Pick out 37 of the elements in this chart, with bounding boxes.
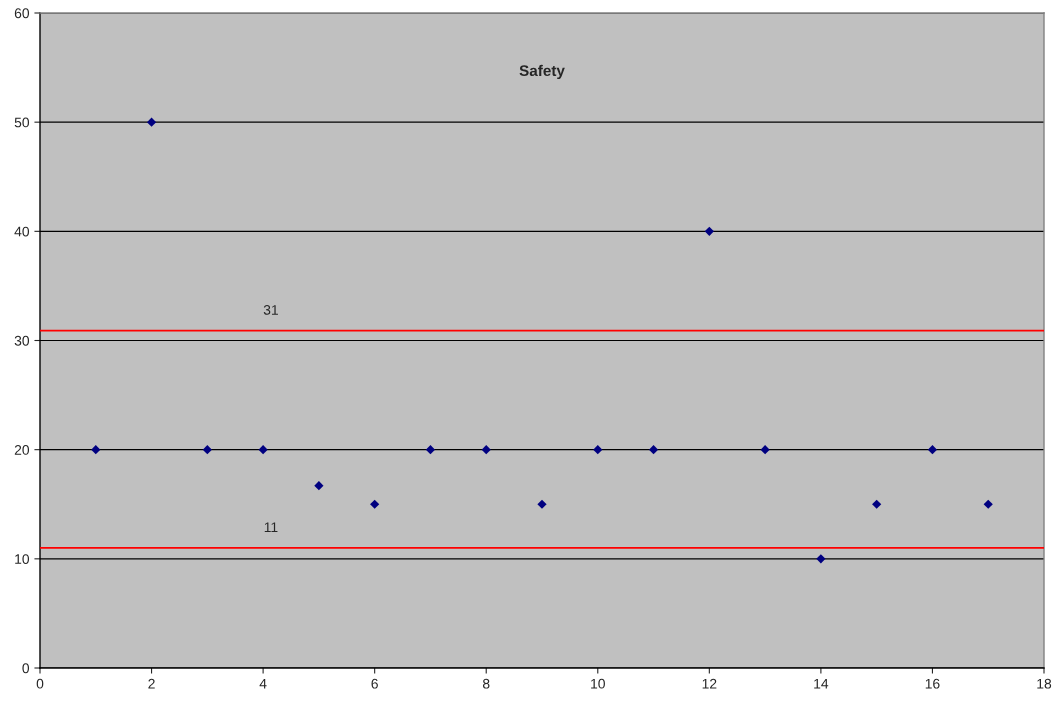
x-tick-label: 8 [482,678,490,689]
y-tick-label: 0 [22,663,30,674]
ref-line-label: 31 [263,304,278,315]
point [202,445,212,455]
x-tick-label: 0 [36,678,44,689]
x-tick-label: 16 [925,678,940,689]
y-tick-label: 50 [14,117,30,128]
x-tick-label: 14 [814,678,829,689]
y-tick-label: 30 [14,335,30,346]
point [816,554,826,564]
point [704,226,714,236]
y-tick-label: 60 [14,8,30,19]
text: Safety [519,64,565,80]
x-tick-label: 6 [371,678,378,689]
point [91,445,101,455]
x-tick-label: 2 [148,678,155,689]
point [927,445,938,455]
point [983,499,993,509]
y-tick-label: 10 [15,554,30,564]
point [370,499,380,509]
point [314,481,324,491]
point [425,445,436,455]
point [593,445,603,455]
x-tick-label: 18 [1037,678,1052,689]
point [648,445,659,455]
x-tick-label: 10 [591,678,605,689]
point [872,499,882,509]
point [760,445,770,455]
y-tick-label: 40 [14,226,30,237]
point [481,445,491,455]
point [146,117,157,127]
y-tick-label: 20 [14,445,30,455]
ref-line-label: 11 [264,522,278,532]
x-tick-label: 12 [702,678,717,689]
point [537,499,547,509]
point [258,445,268,455]
x-tick-label: 4 [259,678,267,689]
